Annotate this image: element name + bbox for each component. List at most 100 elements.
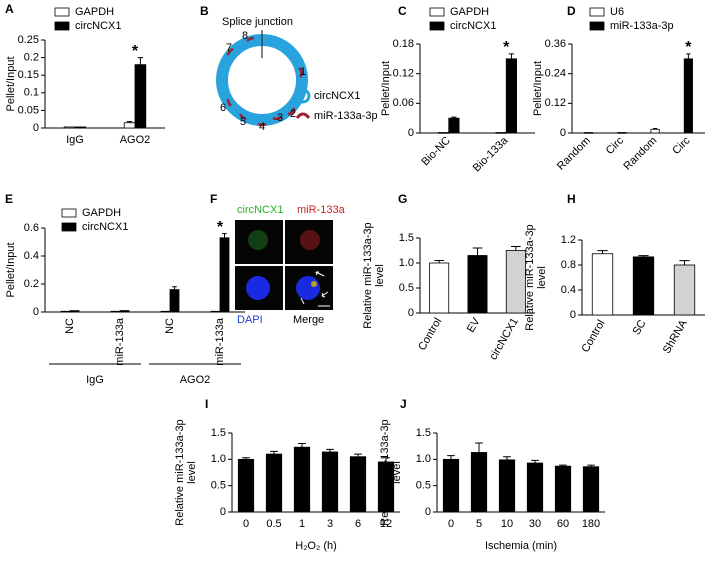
bar	[110, 310, 121, 313]
x-tick-label: 6	[355, 518, 361, 530]
x-tick-label: miR-133a	[214, 317, 226, 366]
annotation: *	[217, 219, 224, 236]
bar	[650, 128, 660, 134]
bar	[293, 446, 311, 513]
annotation: *	[132, 43, 139, 60]
y-tick-label: 0.1	[24, 87, 39, 99]
bar	[591, 253, 614, 316]
x-tick-label: Circ	[604, 134, 627, 157]
x-tick-label: ShRNA	[661, 317, 690, 355]
site-label: 1	[300, 66, 306, 78]
y-tick-label: 0.6	[24, 222, 39, 234]
legend-label: GAPDH	[75, 6, 114, 18]
panel-label: F	[210, 192, 217, 206]
bar	[495, 132, 507, 134]
bar	[683, 58, 693, 134]
channel-label: circNCX1	[237, 204, 283, 216]
group-label: AGO2	[180, 374, 211, 386]
error-bar	[354, 453, 362, 457]
x-tick-label: miR-133a	[114, 317, 126, 366]
bar	[429, 262, 450, 314]
site-label: 4	[259, 121, 265, 133]
y-tick-label: 0	[560, 127, 566, 139]
y-axis-label: Pellet/Input	[5, 242, 17, 297]
legend-label: U6	[610, 6, 624, 18]
error-bar	[559, 464, 567, 467]
group-label: IgG	[86, 374, 104, 386]
y-axis-label: Relative miR-133a-3p	[174, 419, 186, 525]
y-tick-label: 1.5	[416, 427, 431, 439]
error-bar	[511, 246, 521, 251]
bar	[119, 310, 130, 313]
y-axis-label: level	[536, 266, 548, 289]
nucleus	[246, 276, 270, 300]
error-bar	[447, 455, 455, 460]
error-bar	[653, 128, 658, 130]
bar	[349, 456, 367, 513]
x-tick-label: 1	[299, 518, 305, 530]
bar	[673, 264, 696, 316]
error-bar	[222, 233, 227, 238]
bar	[582, 466, 600, 513]
channel-label: miR-133a	[297, 204, 346, 216]
y-tick-label: 0.06	[393, 97, 414, 109]
panel-label: A	[5, 2, 14, 16]
legend-swatch	[54, 7, 70, 17]
error-bar	[126, 121, 133, 123]
signal	[248, 230, 268, 250]
y-tick-label: 0	[220, 506, 226, 518]
y-tick-label: 0.4	[24, 250, 39, 262]
error-bar	[587, 464, 595, 467]
bar	[63, 126, 76, 129]
y-tick-label: 0	[408, 307, 414, 319]
x-tick-label: 5	[476, 518, 482, 530]
bar	[584, 132, 594, 134]
x-tick-label: EV	[465, 315, 483, 334]
x-tick-label: 180	[582, 518, 600, 530]
y-tick-label: 0.15	[18, 69, 39, 81]
y-tick-label: 1.2	[561, 234, 576, 246]
signal	[300, 230, 320, 250]
bar	[437, 132, 450, 134]
bar	[467, 255, 488, 314]
bar	[123, 122, 136, 129]
error-bar	[679, 260, 690, 265]
x-tick-label: IgG	[66, 134, 84, 146]
legend-label: miR-133a-3p	[610, 20, 674, 32]
legend-label: GAPDH	[450, 6, 489, 18]
site-label: 3	[277, 112, 283, 124]
panel-label: C	[398, 4, 407, 18]
x-tick-label: NC	[164, 318, 176, 334]
channel-label: DAPI	[237, 314, 263, 326]
bar	[617, 132, 627, 134]
site-label: 2	[290, 108, 296, 120]
y-axis-label: level	[186, 461, 198, 484]
x-axis-label: Ischemia (min)	[485, 540, 557, 552]
x-tick-label: AGO2	[120, 134, 151, 146]
x-tick-label: 0	[243, 518, 249, 530]
y-axis-label: level	[374, 264, 386, 287]
nucleus	[296, 276, 320, 300]
error-bar	[472, 247, 483, 256]
y-axis-label: Pellet/Input	[5, 56, 17, 111]
error-bar	[242, 457, 250, 460]
y-tick-label: 1.5	[399, 232, 414, 244]
bar	[498, 459, 516, 513]
y-axis-label: level	[391, 461, 403, 484]
y-tick-label: 0	[425, 506, 431, 518]
x-tick-label: SC	[631, 318, 649, 337]
bar	[160, 310, 171, 313]
legend-swatch	[54, 21, 70, 31]
panel-label: D	[567, 4, 576, 18]
legend-swatch	[589, 7, 605, 17]
bar	[448, 117, 460, 134]
site-label: 6	[220, 102, 226, 114]
x-tick-label: circNCX1	[487, 316, 521, 362]
bar	[505, 250, 526, 314]
binding-sites	[226, 36, 303, 127]
site-label: 7	[226, 42, 232, 54]
panel-label: G	[398, 192, 407, 206]
y-axis-label: Relative miR-133a-3p	[524, 224, 536, 330]
bar	[210, 310, 221, 313]
